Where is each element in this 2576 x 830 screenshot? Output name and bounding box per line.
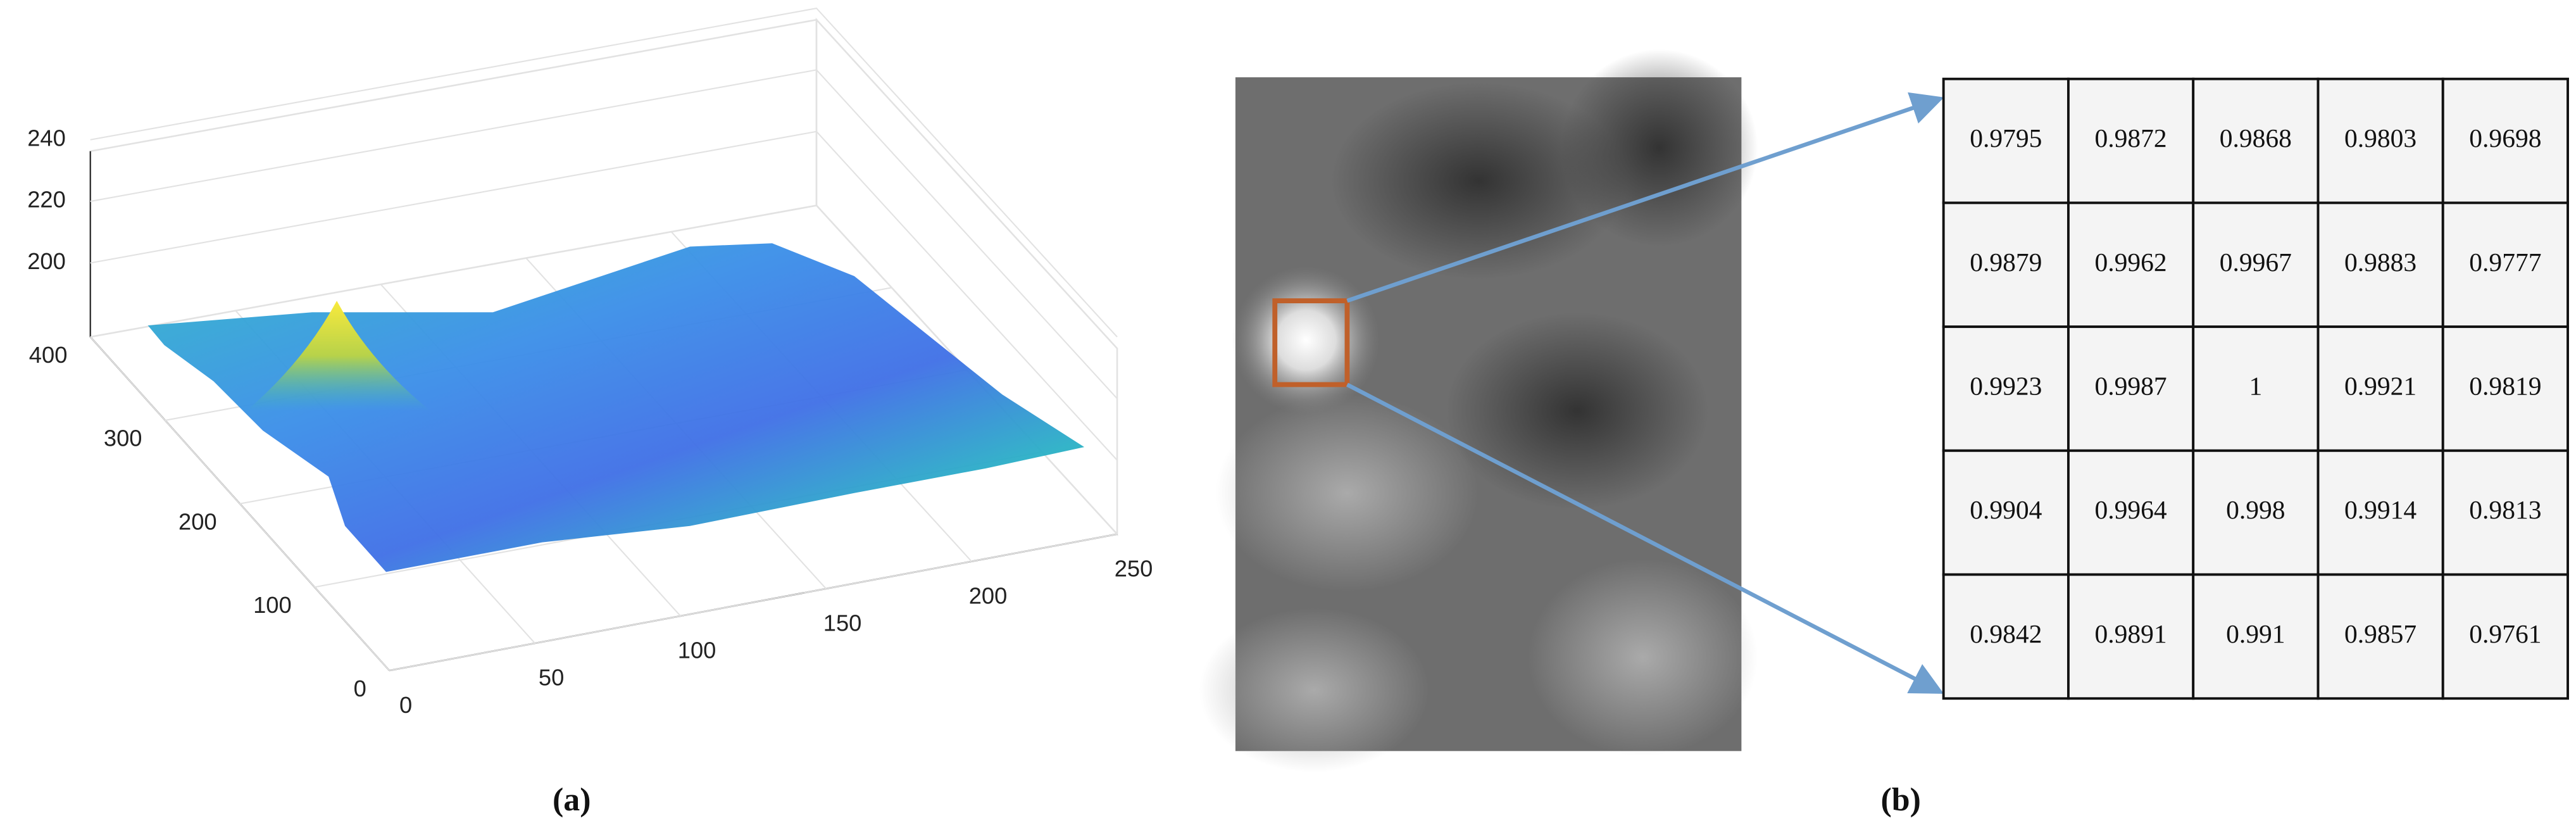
cell-value: 0.9795 [1970, 123, 2042, 153]
table-cell [2192, 449, 2320, 576]
cell-value: 0.998 [2226, 495, 2285, 524]
x-tick-label: 250 [1115, 555, 1153, 581]
table-cell [2441, 573, 2569, 700]
table-cell [2066, 77, 2195, 204]
table-cell [1942, 325, 2070, 452]
table-cell [2441, 77, 2569, 204]
grid-line [90, 69, 1118, 399]
grayscale-image [1199, 49, 1758, 773]
cell-value: 0.9803 [2344, 123, 2417, 153]
table-cell [1942, 77, 2070, 204]
caption: (b) [1880, 782, 1920, 818]
arrow [1346, 92, 1944, 303]
cell-value: 0.991 [2226, 619, 2285, 648]
caption: (a) [553, 782, 591, 818]
cell-value: 0.9987 [2094, 372, 2166, 401]
table-cell [2317, 449, 2444, 576]
x-tick-label: 150 [823, 610, 862, 636]
cell-value: 0.9914 [2344, 495, 2417, 524]
cell-value: 0.9964 [2094, 495, 2166, 524]
x-tick-label: 200 [969, 582, 1008, 608]
table-cell [1942, 201, 2070, 329]
y-tick-label: 200 [178, 508, 217, 534]
grid-line [90, 204, 817, 338]
z-tick-label: 220 [27, 187, 66, 213]
cell-value: 0.9883 [2344, 248, 2417, 277]
cell-value: 0.9761 [2469, 619, 2541, 648]
cell-value: 0.9891 [2094, 619, 2166, 648]
cell-value: 0.9868 [2220, 123, 2292, 153]
z-tick-label: 200 [27, 248, 66, 274]
cell-value: 0.9777 [2469, 248, 2541, 277]
cell-value: 0.9819 [2469, 372, 2541, 401]
y-tick-label: 300 [104, 425, 142, 451]
cell-value: 0.9923 [1970, 372, 2042, 401]
x-tick-label: 100 [678, 638, 716, 663]
cell-value: 0.9842 [1970, 619, 2042, 648]
highlight-box [1272, 298, 1350, 387]
table-cell [2192, 77, 2320, 204]
cell-value: 1 [2249, 372, 2262, 401]
cell-value: 0.9967 [2220, 248, 2292, 277]
table-cell [2192, 573, 2320, 700]
surface [147, 243, 1085, 572]
surface-peak [246, 301, 431, 412]
grid-line [389, 533, 1118, 672]
table-cell [2192, 325, 2320, 452]
table: 0.9795 0.9872 0.9868 0.9803 0.9698 0.9879 0.99… [1942, 77, 2569, 700]
x-tick-label: 50 [539, 665, 564, 691]
cell-value: 0.9813 [2469, 495, 2541, 524]
axes-3d: 0 50 100 150 200 250 0 100 200 300 400 200 220 240 [27, 7, 1153, 718]
table-cell [2441, 325, 2569, 452]
z-tick-label: 240 [27, 125, 66, 151]
cell-value: 0.9698 [2469, 123, 2541, 153]
y-tick-label: 0 [354, 676, 366, 701]
y-tick-label: 400 [29, 342, 68, 368]
table-cell [2317, 325, 2444, 452]
cell-value: 0.9921 [2344, 372, 2417, 401]
y-tick-label: 100 [253, 592, 292, 618]
grid-line [90, 130, 1118, 461]
table-cell [2441, 201, 2569, 329]
cell-value: 0.9872 [2094, 123, 2166, 153]
table-cell [2317, 77, 2444, 204]
x-tick-label: 0 [399, 692, 412, 718]
grid-line [90, 7, 1118, 337]
table-cell [2066, 573, 2195, 700]
cell-value: 0.9857 [2344, 619, 2417, 648]
cell-value: 0.9962 [2094, 248, 2166, 277]
table-cell [2066, 325, 2195, 452]
cell-value: 0.9904 [1970, 495, 2042, 524]
arrow [1346, 382, 1944, 694]
cell-value: 0.9879 [1970, 248, 2042, 277]
table-cell [2317, 201, 2444, 329]
